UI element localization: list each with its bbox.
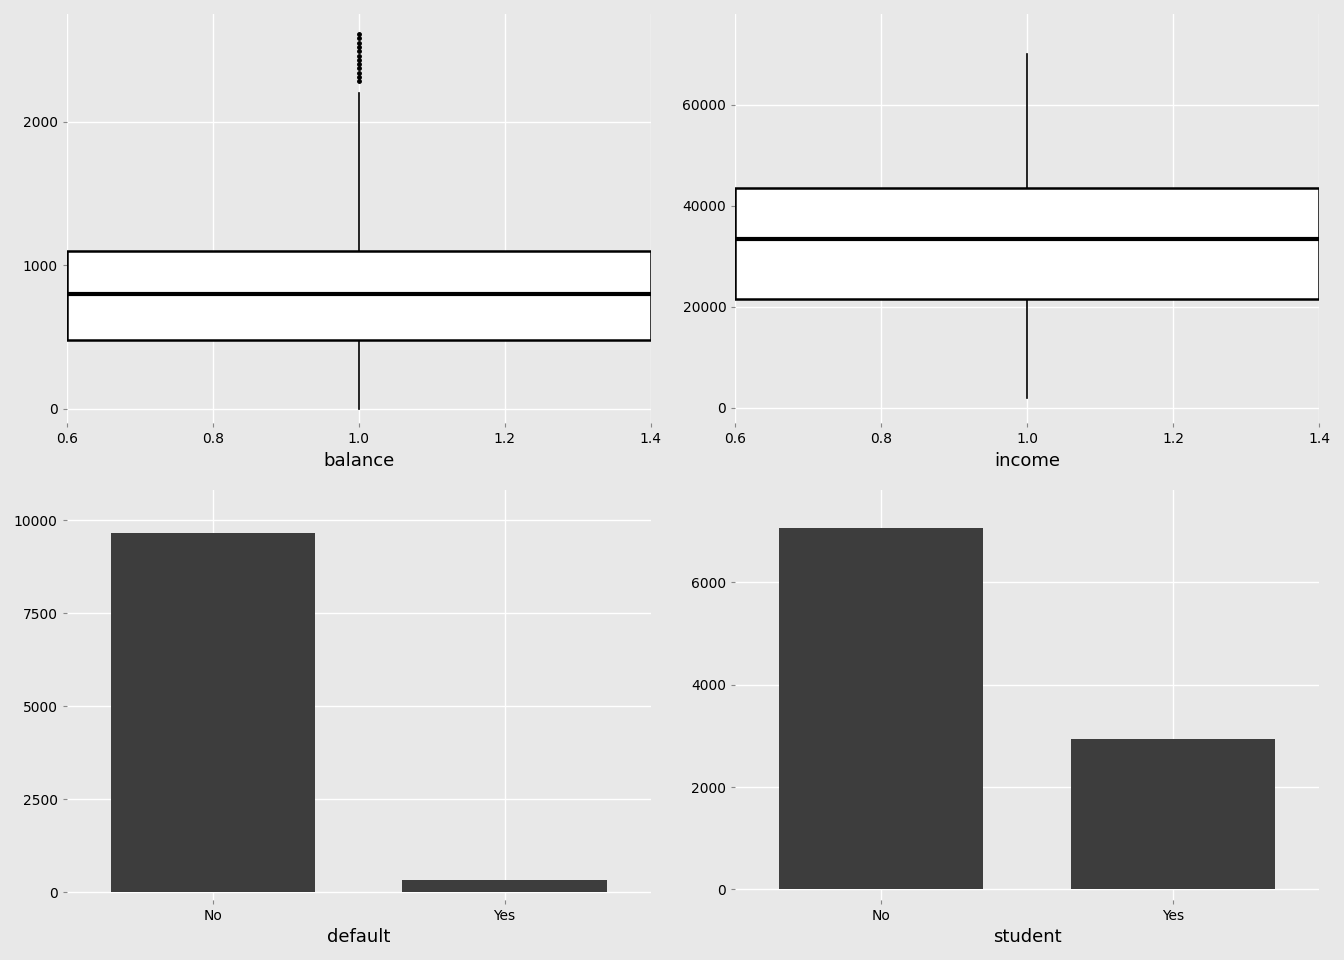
Bar	[780, 528, 984, 889]
Bar	[110, 533, 314, 892]
X-axis label: default: default	[327, 928, 390, 947]
FancyBboxPatch shape	[67, 251, 650, 340]
Bar	[402, 879, 606, 892]
FancyBboxPatch shape	[735, 188, 1318, 300]
X-axis label: balance: balance	[323, 451, 394, 469]
X-axis label: income: income	[995, 451, 1060, 469]
X-axis label: student: student	[993, 928, 1062, 947]
Bar	[1071, 739, 1275, 889]
